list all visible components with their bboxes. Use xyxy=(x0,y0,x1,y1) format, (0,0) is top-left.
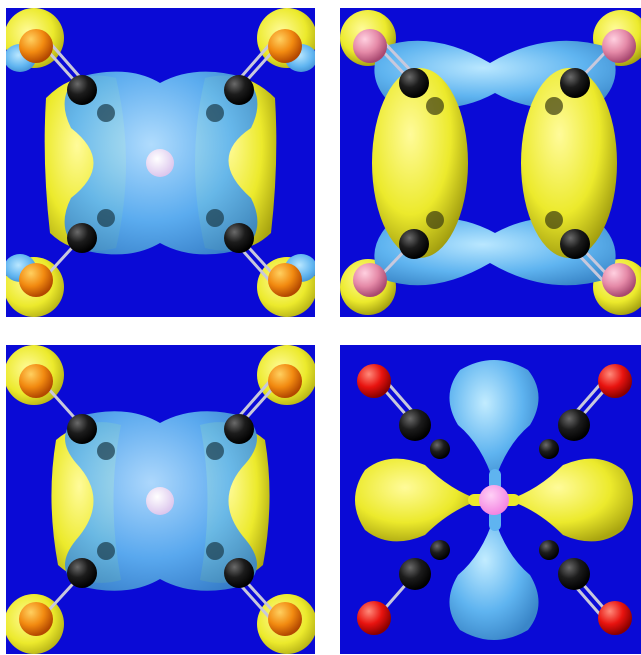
yellow-lobe-right xyxy=(521,68,617,258)
orbital-panel-top-right xyxy=(340,8,641,317)
orbital-render-2 xyxy=(340,8,641,317)
central-atom xyxy=(479,485,509,515)
blue-lobe-top xyxy=(449,360,539,483)
central-atom xyxy=(146,487,174,515)
central-atom xyxy=(146,149,174,177)
orbital-render-3 xyxy=(6,345,315,654)
orbital-panel-bottom-left xyxy=(6,345,315,654)
yellow-lobe-left xyxy=(355,458,480,542)
orbital-panel-bottom-right xyxy=(340,345,641,654)
orbital-render-4 xyxy=(340,345,641,654)
blue-lobe-bottom xyxy=(449,517,539,640)
yellow-lobe-left xyxy=(372,68,468,258)
yellow-lobe-right xyxy=(508,458,633,542)
orbital-render-1 xyxy=(6,8,315,317)
orbital-panel-top-left xyxy=(6,8,315,317)
